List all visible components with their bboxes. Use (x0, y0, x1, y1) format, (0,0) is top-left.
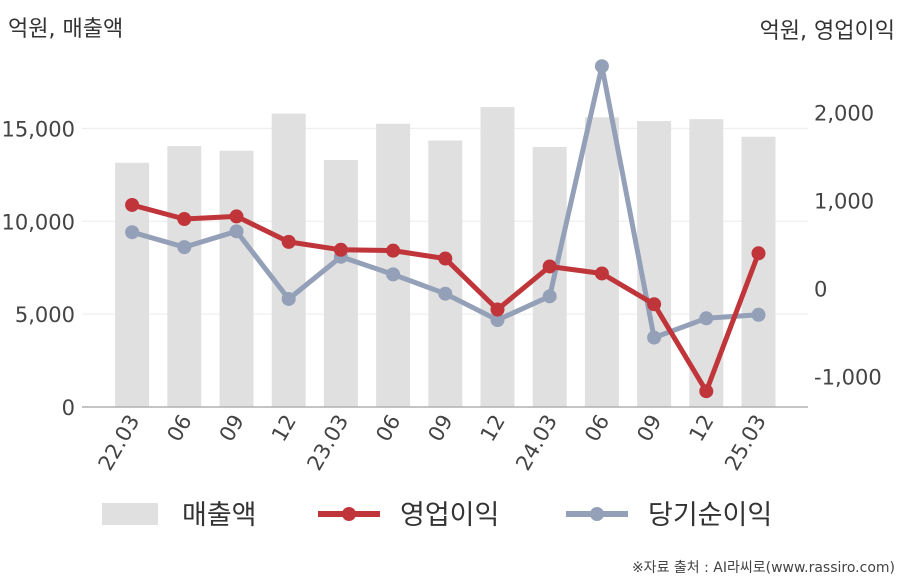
point-net-income (542, 289, 557, 304)
source-note: ※자료 출처 : AI라씨로(www.rassiro.com) (632, 560, 895, 576)
point-operating-profit (594, 266, 609, 281)
right-tick-label: 2,000 (814, 102, 874, 126)
left-tick-label: 0 (62, 396, 75, 420)
x-tick-label: 24.03 (511, 411, 562, 475)
point-operating-profit (542, 259, 557, 274)
x-tick-label: 12 (684, 411, 718, 446)
x-tick-label: 12 (476, 411, 510, 446)
bar-revenue (323, 160, 358, 407)
x-axis-ticks: 22.03 06 09 12 23.03 06 09 12 24.03 06 09 12 25.03 (94, 411, 771, 475)
bar-revenue (271, 113, 306, 408)
right-axis-unit: 억원, 영업이익 (760, 19, 895, 44)
point-operating-profit (386, 243, 401, 258)
x-tick-label: 06 (580, 411, 614, 446)
right-tick-label: -1,000 (814, 365, 882, 389)
point-operating-profit (699, 384, 714, 399)
right-tick-label: 0 (814, 277, 827, 301)
point-net-income (177, 240, 192, 255)
point-net-income (594, 59, 609, 74)
bar-revenue (376, 123, 411, 408)
x-tick-label: 06 (371, 411, 405, 446)
right-tick-label: 1,000 (814, 190, 874, 214)
point-net-income (229, 224, 244, 239)
bar-revenue (428, 140, 463, 407)
x-tick-label: 09 (423, 411, 457, 446)
legend-swatch-revenue (102, 503, 158, 525)
x-tick-label: 06 (162, 411, 196, 446)
left-tick-label: 15,000 (2, 117, 75, 141)
bar-revenue (167, 146, 202, 408)
point-operating-profit (751, 246, 766, 261)
legend-marker-operating-profit (342, 507, 356, 521)
point-operating-profit (333, 242, 348, 257)
bar-revenue (219, 150, 254, 407)
legend-label-net-income: 당기순이익 (648, 500, 772, 531)
point-net-income (647, 330, 662, 345)
x-tick-label: 09 (215, 411, 249, 446)
left-tick-label: 5,000 (15, 303, 75, 327)
point-operating-profit (125, 197, 140, 212)
x-tick-label: 12 (267, 411, 301, 446)
right-axis-ticks: -1,000 0 1,000 2,000 (814, 102, 882, 390)
bar-revenue (637, 121, 672, 407)
point-operating-profit (490, 302, 505, 317)
x-tick-label: 23.03 (302, 411, 353, 475)
left-axis-ticks: 0 5,000 10,000 15,000 (2, 117, 75, 420)
legend-label-revenue: 매출액 (182, 500, 257, 531)
point-net-income (699, 311, 714, 326)
bar-revenue (480, 107, 515, 408)
x-tick-label: 22.03 (94, 411, 145, 475)
point-operating-profit (647, 297, 662, 312)
legend: 매출액 영업이익 당기순이익 (102, 500, 772, 531)
legend-marker-net-income (590, 507, 604, 521)
point-net-income (125, 225, 140, 240)
point-net-income (281, 291, 296, 306)
point-operating-profit (177, 212, 192, 227)
bar-revenue (741, 136, 776, 408)
x-tick-label: 25.03 (720, 411, 771, 475)
left-axis-unit: 억원, 매출액 (8, 17, 123, 42)
point-net-income (438, 286, 453, 301)
point-operating-profit (438, 251, 453, 266)
bar-revenue (584, 117, 619, 408)
point-net-income (751, 307, 766, 322)
point-net-income (386, 267, 401, 282)
x-tick-label: 09 (632, 411, 666, 446)
point-operating-profit (281, 234, 296, 249)
left-tick-label: 10,000 (2, 210, 75, 234)
point-net-income (490, 313, 505, 328)
point-operating-profit (229, 209, 244, 224)
line-series (125, 59, 766, 399)
legend-label-operating-profit: 영업이익 (400, 500, 499, 531)
